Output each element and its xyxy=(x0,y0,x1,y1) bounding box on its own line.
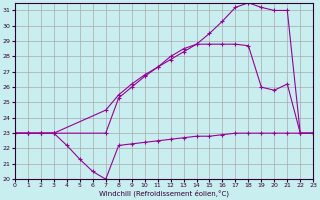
X-axis label: Windchill (Refroidissement éolien,°C): Windchill (Refroidissement éolien,°C) xyxy=(99,190,229,197)
